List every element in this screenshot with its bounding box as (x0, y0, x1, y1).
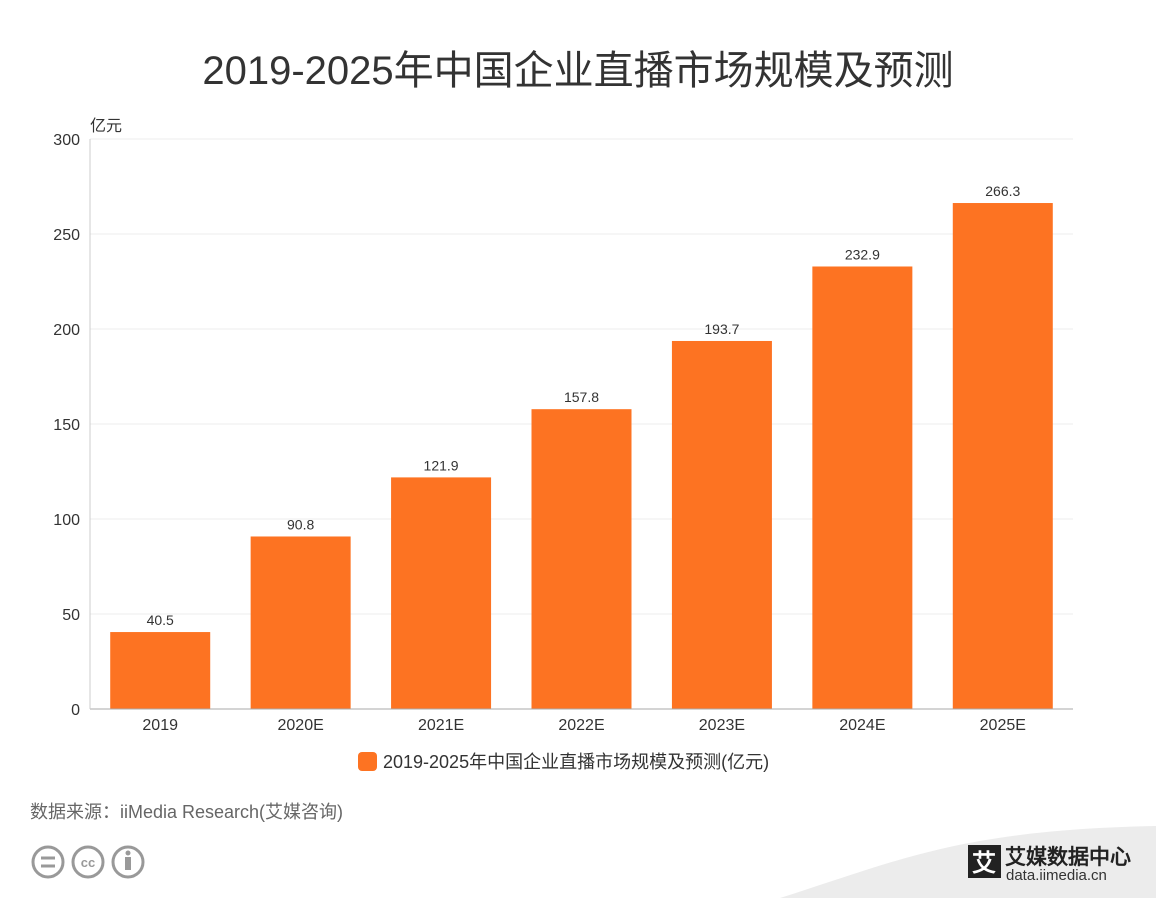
x-tick-label: 2019 (142, 717, 178, 734)
bar[interactable] (952, 203, 1053, 709)
data-label: 266.3 (985, 183, 1020, 199)
y-tick-label: 100 (53, 512, 80, 529)
data-label: 232.9 (845, 246, 880, 262)
y-axis-unit-label: 亿元 (90, 117, 122, 135)
svg-text:cc: cc (81, 855, 95, 870)
x-tick-label: 2021E (418, 717, 464, 734)
x-tick-label: 2023E (699, 717, 745, 734)
data-label: 193.7 (704, 321, 739, 337)
legend-label[interactable]: 2019-2025年中国企业直播市场规模及预测(亿元) (383, 752, 769, 772)
no-derivatives-icon (31, 845, 65, 879)
legend-swatch (358, 752, 377, 771)
x-tick-label: 2020E (278, 717, 324, 734)
bar[interactable] (812, 266, 913, 709)
bar[interactable] (110, 632, 211, 709)
y-tick-label: 200 (53, 322, 80, 339)
y-tick-label: 250 (53, 227, 80, 244)
source-note: 数据来源：iiMedia Research(艾媒咨询) (30, 802, 343, 822)
bar[interactable] (250, 536, 351, 709)
data-label: 121.9 (424, 457, 459, 473)
logo-mark (968, 845, 1001, 878)
bar[interactable] (531, 409, 632, 709)
y-tick-label: 50 (62, 607, 80, 624)
data-label: 40.5 (147, 612, 174, 628)
creative-commons-icon: cc (71, 845, 105, 879)
license-icons: cc (31, 845, 145, 879)
chart-title: 2019-2025年中国企业直播市场规模及预测 (202, 49, 953, 93)
logo-name: 艾媒数据中心 (1005, 845, 1131, 869)
logo-url: data.iimedia.cn (1006, 867, 1107, 884)
y-tick-label: 300 (53, 132, 80, 149)
data-label: 157.8 (564, 389, 599, 405)
attribution-icon (111, 845, 145, 879)
x-tick-label: 2024E (839, 717, 885, 734)
y-tick-label: 0 (71, 702, 80, 719)
bar[interactable] (671, 340, 772, 709)
x-tick-label: 2022E (558, 717, 604, 734)
bar[interactable] (391, 477, 492, 709)
logo-mark-text: 艾 (972, 850, 996, 877)
x-tick-label: 2025E (980, 717, 1026, 734)
y-tick-label: 150 (53, 417, 80, 434)
data-label: 90.8 (287, 516, 314, 532)
